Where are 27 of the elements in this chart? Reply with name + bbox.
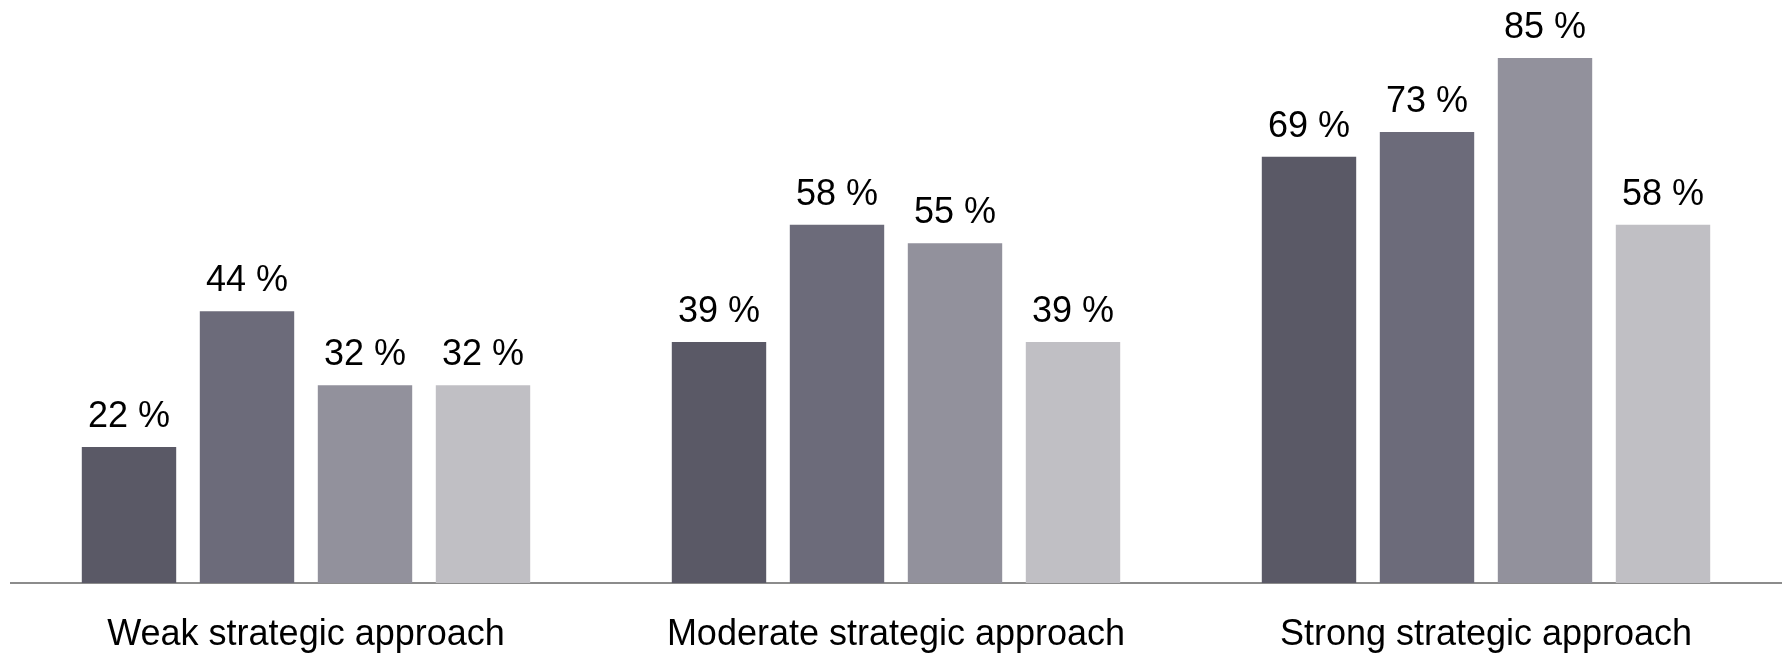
bar <box>1615 224 1711 583</box>
x-tick-label: Moderate strategic approach <box>666 611 1126 653</box>
data-label: 55 % <box>913 190 997 232</box>
data-label: 58 % <box>1621 171 1705 213</box>
bar <box>789 224 885 583</box>
data-label: 73 % <box>1385 79 1469 121</box>
bar <box>435 385 531 583</box>
data-label: 22 % <box>87 394 171 436</box>
bar <box>1261 156 1357 583</box>
bar <box>907 243 1003 583</box>
data-label: 58 % <box>795 171 879 213</box>
bar <box>1025 342 1121 583</box>
data-label: 69 % <box>1267 103 1351 145</box>
x-tick-label: Weak strategic approach <box>107 611 505 653</box>
data-label: 32 % <box>323 332 407 374</box>
bar <box>1379 132 1475 583</box>
bar <box>199 311 295 583</box>
data-label: 44 % <box>205 258 289 300</box>
data-label: 39 % <box>1031 289 1115 331</box>
data-label: 85 % <box>1503 5 1587 46</box>
bar <box>671 342 767 583</box>
data-label: 39 % <box>677 289 761 331</box>
bar <box>1497 58 1593 583</box>
bar <box>81 447 177 583</box>
data-label: 32 % <box>441 332 525 374</box>
x-tick-label: Strong strategic approach <box>1279 611 1693 653</box>
bar <box>317 385 413 583</box>
